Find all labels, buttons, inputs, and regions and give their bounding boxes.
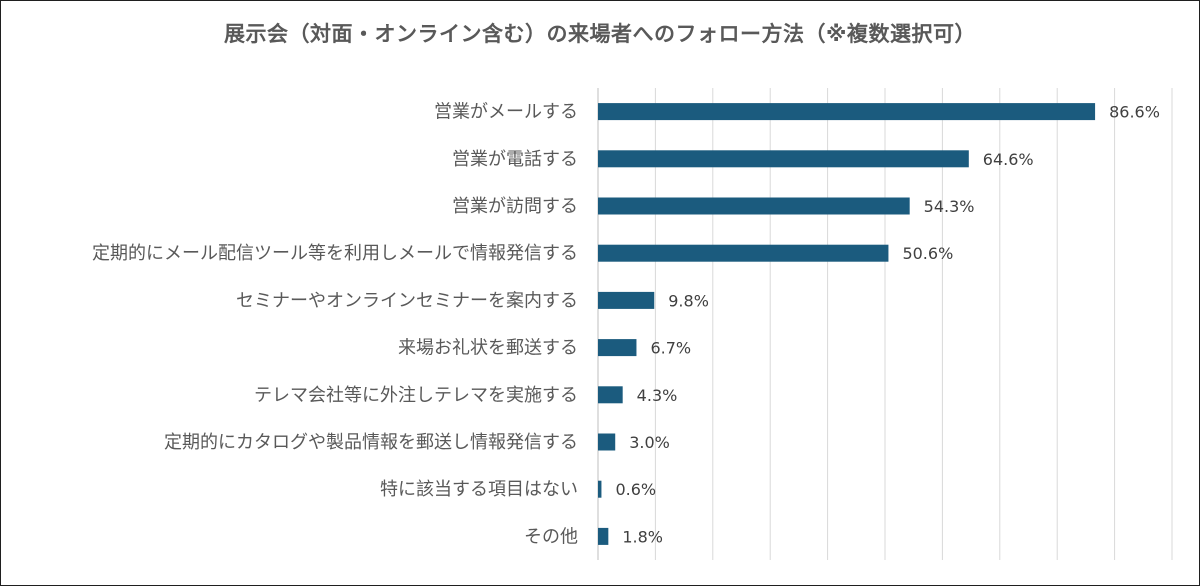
bar	[598, 197, 910, 215]
category-label: 営業がメールする	[434, 102, 578, 123]
category-label: テレマ会社等に外注しテレマを実施する	[254, 385, 578, 406]
bar	[598, 150, 969, 168]
bar	[598, 386, 623, 404]
value-label: 3.0%	[629, 433, 670, 452]
value-label: 50.6%	[902, 244, 953, 263]
bar	[598, 527, 609, 545]
labels-group: 営業がメールする 86.6% 営業が電話する 64.6% 営業が訪問する 54.3% 定期的…	[92, 102, 1160, 548]
value-label: 54.3%	[924, 197, 975, 216]
value-label: 9.8%	[668, 291, 709, 310]
category-label: セミナーやオンラインセミナーを案内する	[236, 290, 578, 311]
value-label: 1.8%	[622, 527, 663, 546]
category-label: その他	[524, 526, 578, 547]
bar	[598, 103, 1096, 121]
bar	[598, 291, 655, 309]
value-label: 6.7%	[650, 339, 691, 358]
value-label: 86.6%	[1109, 103, 1160, 122]
bar	[598, 480, 602, 498]
category-label: 特に該当する項目はない	[380, 479, 578, 500]
category-label: 来場お礼状を郵送する	[398, 338, 578, 359]
value-label: 4.3%	[637, 386, 678, 405]
value-label: 64.6%	[983, 150, 1034, 169]
value-label: 0.6%	[615, 480, 656, 499]
bar	[598, 339, 637, 357]
category-label: 営業が電話する	[452, 149, 578, 170]
bar	[598, 244, 889, 262]
category-label: 定期的にメール配信ツール等を利用しメールで情報発信する	[92, 243, 578, 264]
category-label: 営業が訪問する	[452, 196, 578, 217]
category-label: 定期的にカタログや製品情報を郵送し情報発信する	[164, 432, 578, 453]
chart-title: 展示会（対面・オンライン含む）の来場者へのフォロー方法（※複数選択可）	[224, 22, 976, 46]
bars-group	[598, 103, 1096, 545]
bar	[598, 433, 616, 451]
